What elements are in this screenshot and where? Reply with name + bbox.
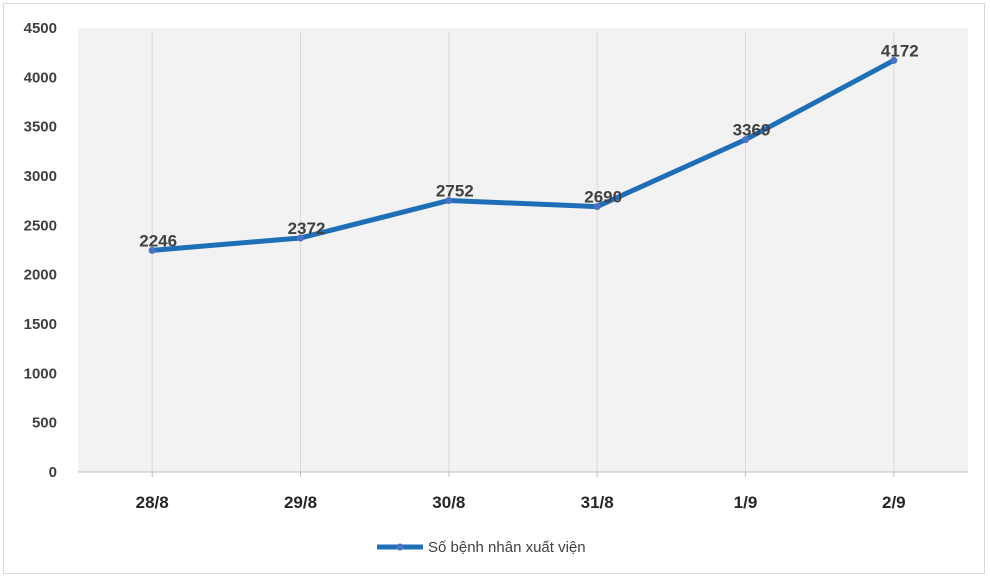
x-tick-label: 30/8 — [432, 493, 465, 512]
x-tick-label: 28/8 — [136, 493, 169, 512]
series-layer — [148, 56, 898, 254]
y-tick-label: 4500 — [24, 20, 57, 37]
data-point — [742, 136, 749, 144]
x-tick-label: 31/8 — [581, 493, 614, 512]
y-tick-label: 4000 — [24, 69, 57, 86]
y-tick-label: 500 — [32, 415, 57, 432]
data-label: 4172 — [881, 41, 919, 60]
x-tick-label: 1/9 — [734, 493, 758, 512]
data-label: 2752 — [436, 181, 474, 200]
legend: Số bệnh nhân xuất viện — [377, 539, 586, 556]
data-label: 2246 — [139, 231, 177, 250]
data-label: 3369 — [733, 121, 771, 140]
y-tick-label: 2000 — [24, 267, 57, 284]
data-point — [593, 203, 601, 211]
x-axis-ticks: 28/8 29/8 30/8 31/8 1/9 2/9 — [136, 493, 906, 512]
legend-marker-swatch — [396, 543, 404, 551]
data-label: 2690 — [584, 188, 622, 207]
y-tick-label: 1000 — [24, 365, 57, 382]
data-point — [445, 196, 453, 204]
gridlines — [151, 32, 895, 477]
legend-label: Số bệnh nhân xuất viện — [428, 539, 586, 556]
y-tick-label: 1500 — [24, 316, 57, 333]
y-tick-label: 3000 — [24, 168, 57, 185]
y-tick-label: 3500 — [24, 119, 57, 136]
data-labels: 2246 2372 2752 2690 3369 4172 — [139, 41, 918, 250]
y-tick-label: 0 — [49, 464, 57, 481]
y-axis-ticks: 0 500 1000 1500 2000 2500 3000 3500 4000 4500 — [24, 20, 57, 481]
series-line — [149, 57, 897, 253]
data-point — [297, 234, 304, 242]
data-point — [890, 56, 898, 64]
y-tick-label: 2500 — [24, 217, 57, 234]
x-tick-label: 2/9 — [882, 493, 906, 512]
data-point — [148, 246, 156, 254]
x-tick-label: 29/8 — [284, 493, 317, 512]
data-label: 2372 — [288, 219, 326, 238]
